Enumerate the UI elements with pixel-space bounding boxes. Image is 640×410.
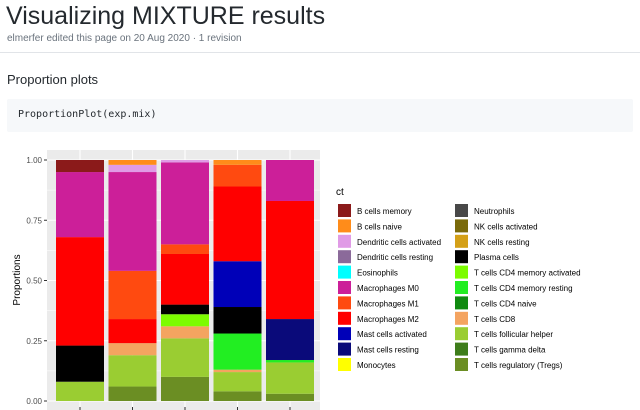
legend-label: T cells regulatory (Tregs) [474,361,563,370]
bar-segment [213,186,262,262]
legend-swatch [338,358,351,371]
bar-segment [213,333,262,370]
legend-swatch [338,265,351,279]
bar-segment [161,160,209,163]
bar-segment [161,314,209,327]
header-divider [0,52,640,53]
bar-segment [213,261,262,308]
bar-segment [213,369,262,373]
bar-segment [56,345,104,382]
legend-label: Eosinophils [357,269,398,278]
bar-segment [213,372,262,392]
bar-segment [266,362,314,394]
bar-segment [161,162,209,245]
legend-label: T cells CD4 memory activated [474,269,581,278]
bar-segment [56,237,104,346]
legend-label: NK cells resting [474,238,530,247]
legend-label: Plasma cells [474,253,519,262]
code-block: ProportionPlot(exp.mix) [7,99,633,132]
legend-swatch [338,219,351,233]
legend-label: Mast cells activated [357,330,427,339]
legend-swatch [338,342,351,356]
y-tick-label: 0.75 [26,216,42,225]
legend-label: T cells CD8 [474,315,516,324]
legend-swatch [455,281,468,294]
bar-segment [161,253,209,305]
bar-segment [266,360,314,363]
y-axis-title: Proportions [12,254,23,305]
legend-swatch [338,234,351,248]
legend-label: T cells follicular helper [474,330,553,339]
bar-segment [108,160,157,165]
bar-segment [161,376,209,401]
bar-segment [108,164,157,173]
bar-segment [56,172,104,238]
legend-swatch [455,265,468,279]
bar-segment [108,270,157,320]
bar-segment [56,160,104,173]
bar-segment [108,343,157,356]
legend-label: Macrophages M2 [357,315,419,324]
bar-segment [213,307,262,334]
plot-bars [56,160,314,401]
legend-swatch [455,234,468,248]
legend-title: ct [336,187,344,198]
legend-swatch [455,296,468,310]
legend-label: Macrophages M0 [357,284,419,293]
legend-label: Macrophages M1 [357,299,419,308]
bar-segment [56,381,104,401]
bar-segment [161,304,209,315]
legend-swatch [338,296,351,310]
bar-segment [213,164,262,187]
legend-label: T cells CD4 naive [474,299,537,308]
bar-segment [213,160,262,165]
bar-segment [266,319,314,361]
legend-swatch [455,342,468,356]
y-axis-ticks: 0.00 0.25 0.50 0.75 1.00 [26,156,291,410]
legend: B cells memory B cells naive Dendritic cel… [338,204,581,371]
legend-swatch [338,204,351,217]
bar-segment [161,338,209,377]
legend-swatch [455,311,468,325]
legend-swatch [338,311,351,325]
legend-swatch [338,281,351,294]
y-tick-label: 0.50 [26,277,42,286]
section-heading: Proportion plots [7,72,99,87]
legend-label: T cells CD4 memory resting [474,284,573,293]
bar-segment [108,172,157,271]
y-tick-label: 0.25 [26,337,42,346]
legend-label: B cells naive [357,222,402,231]
bar-segment [108,386,157,401]
legend-swatch [455,327,468,341]
revision-info[interactable]: elmerfer edited this page on 20 Aug 2020… [7,33,242,44]
legend-label: T cells gamma delta [474,346,546,355]
y-tick-label: 1.00 [26,156,42,165]
y-tick-label: 0.00 [26,397,42,406]
legend-swatch [338,327,351,341]
legend-label: NK cells activated [474,222,538,231]
bar-segment [213,391,262,401]
legend-swatch [455,358,468,371]
bar-segment [266,393,314,401]
legend-swatch [455,250,468,264]
legend-swatch [455,204,468,217]
legend-swatch [455,219,468,233]
page-title: Visualizing MIXTURE results [6,2,326,30]
legend-label: Dendritic cells activated [357,238,441,247]
legend-label: B cells memory [357,207,412,216]
legend-label: Mast cells resting [357,346,419,355]
bar-segment [266,160,314,201]
bar-segment [266,200,314,320]
bar-segment [108,355,157,387]
legend-label: Dendritic cells resting [357,253,433,262]
bar-segment [108,319,157,344]
code-line: ProportionPlot(exp.mix) [18,109,157,120]
legend-swatch [338,250,351,264]
legend-label: Neutrophils [474,207,514,216]
bar-segment [161,326,209,339]
proportion-plot: 0.00 0.25 0.50 0.75 1.00 Proportions ct B ce… [12,150,581,410]
legend-label: Monocytes [357,361,396,370]
bar-segment [161,244,209,254]
